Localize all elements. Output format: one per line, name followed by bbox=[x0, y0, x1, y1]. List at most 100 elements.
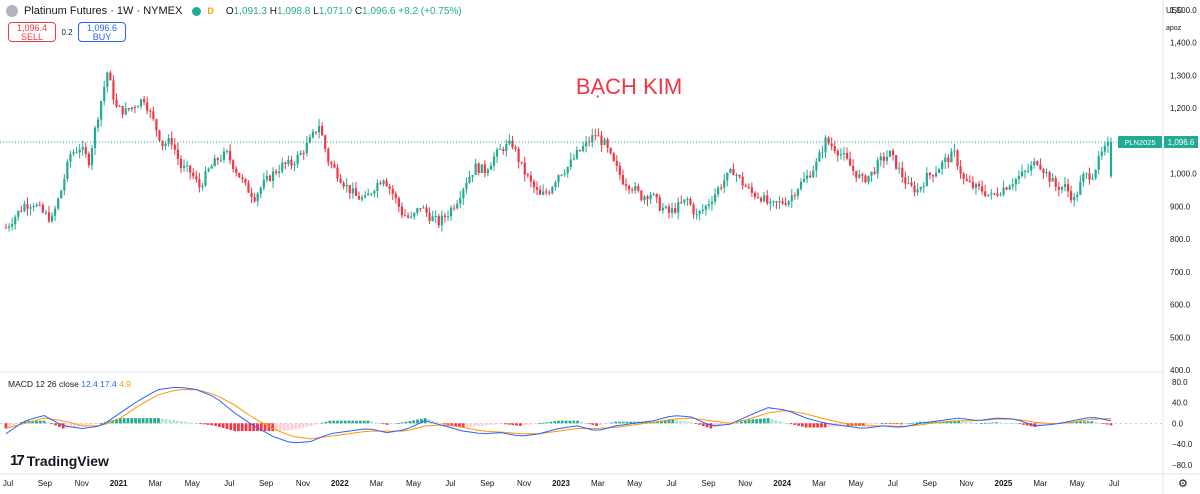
macd-tick-label: 80.0 bbox=[1172, 378, 1188, 387]
candle-body bbox=[345, 185, 348, 187]
macd-line bbox=[5, 387, 1112, 444]
candle-body bbox=[763, 195, 766, 202]
macd-histogram-bar bbox=[831, 423, 835, 427]
candle-body bbox=[965, 178, 968, 181]
time-tick-label: Mar bbox=[591, 479, 605, 488]
macd-histogram-bar bbox=[1079, 421, 1082, 424]
candle-body bbox=[916, 189, 919, 193]
candle-body bbox=[173, 144, 176, 150]
candle-body bbox=[812, 170, 815, 178]
time-tick-label: Jul bbox=[445, 479, 455, 488]
tradingview-logo[interactable]: 17 TradingView bbox=[10, 452, 109, 469]
candle-body bbox=[551, 187, 554, 194]
macd-histogram-bar bbox=[336, 420, 339, 424]
macd-histogram-bar bbox=[1014, 423, 1018, 425]
last-price-badge bbox=[1164, 136, 1198, 149]
candle-body bbox=[631, 189, 634, 191]
candle-body bbox=[919, 186, 922, 190]
gear-icon[interactable]: ⚙ bbox=[1178, 478, 1188, 490]
candle-body bbox=[342, 182, 345, 187]
candle-body bbox=[830, 143, 833, 147]
candle-body bbox=[839, 154, 842, 156]
macd-histogram-bar bbox=[656, 421, 659, 424]
candle-body bbox=[864, 175, 867, 183]
macd-histogram-bar bbox=[374, 422, 378, 424]
candle-body bbox=[106, 72, 109, 87]
candle-body bbox=[434, 215, 437, 217]
candle-body bbox=[431, 216, 434, 221]
candle-body bbox=[75, 152, 78, 154]
time-tick-label: Jul bbox=[3, 479, 13, 488]
candle-body bbox=[63, 178, 66, 191]
candle-body bbox=[489, 165, 493, 170]
macd-histogram-bar bbox=[797, 423, 800, 426]
candle-body bbox=[821, 152, 824, 154]
macd-histogram-bar bbox=[126, 418, 130, 424]
candle-body bbox=[1079, 181, 1082, 195]
macd-histogram-bar bbox=[499, 423, 503, 425]
macd-histogram-bar bbox=[858, 423, 861, 426]
sell-button[interactable]: 1,096.4 SELL bbox=[8, 22, 56, 42]
candle-body bbox=[529, 175, 532, 182]
candle-body bbox=[299, 152, 302, 155]
candle-body bbox=[953, 150, 956, 152]
candle-body bbox=[833, 146, 836, 151]
candle-body bbox=[1109, 142, 1113, 177]
macd-histogram-bar bbox=[221, 423, 225, 428]
time-tick-label: Mar bbox=[812, 479, 826, 488]
macd-histogram-bar bbox=[92, 423, 96, 425]
macd-histogram-bar bbox=[484, 423, 488, 426]
candle-body bbox=[775, 201, 778, 203]
macd-histogram-bar bbox=[271, 423, 275, 432]
macd-histogram-bar bbox=[808, 423, 812, 428]
candle-body bbox=[425, 207, 428, 213]
time-tick-label: Jul bbox=[1109, 479, 1119, 488]
delayed-data-badge: D bbox=[207, 6, 214, 16]
macd-histogram-bar bbox=[732, 423, 736, 425]
candle-body bbox=[689, 199, 692, 205]
time-tick-label: Nov bbox=[517, 479, 531, 488]
macd-histogram-bar bbox=[572, 420, 576, 424]
macd-legend[interactable]: MACD 12 26 close 12.4 17.4 4.9 bbox=[8, 379, 131, 389]
macd-histogram-bar bbox=[960, 421, 964, 424]
candle-body bbox=[554, 182, 557, 188]
candle-body bbox=[278, 171, 281, 174]
macd-histogram-bar bbox=[141, 418, 145, 424]
candle-body bbox=[1103, 145, 1106, 152]
buy-button[interactable]: 1,096.6 BUY bbox=[78, 22, 126, 42]
macd-histogram-bar bbox=[949, 421, 953, 424]
macd-histogram-bar bbox=[557, 420, 560, 424]
candle-body bbox=[29, 207, 32, 209]
candle-body bbox=[321, 126, 324, 136]
candle-body bbox=[72, 152, 75, 155]
candle-body bbox=[999, 194, 1002, 196]
macd-histogram-bar bbox=[823, 423, 827, 428]
macd-histogram-bar bbox=[309, 423, 313, 426]
price-tick-label: 400.0 bbox=[1170, 366, 1191, 375]
macd-histogram-bar bbox=[419, 418, 423, 424]
currency-selector[interactable]: USD bbox=[1166, 6, 1183, 15]
candle-body bbox=[873, 171, 876, 174]
candle-body bbox=[891, 150, 895, 156]
macd-histogram-bar bbox=[282, 423, 286, 431]
candle-body bbox=[566, 166, 569, 174]
macd-histogram-bar bbox=[839, 423, 842, 427]
candle-body bbox=[606, 139, 609, 148]
candle-body bbox=[701, 209, 704, 212]
macd-histogram-bar bbox=[477, 423, 480, 427]
time-tick-label: May bbox=[627, 479, 642, 488]
candle-body bbox=[360, 197, 364, 200]
macd-histogram-bar bbox=[812, 423, 816, 428]
candle-body bbox=[486, 169, 490, 174]
symbol-title[interactable]: Platinum Futures · 1W · NYMEX bbox=[24, 5, 183, 17]
candle-body bbox=[928, 172, 932, 176]
candle-body bbox=[308, 137, 311, 143]
candle-body bbox=[20, 210, 23, 212]
macd-histogram-bar bbox=[873, 423, 877, 425]
macd-histogram-bar bbox=[968, 422, 972, 424]
scale-mode[interactable]: apoz bbox=[1166, 25, 1182, 32]
candle-body bbox=[514, 147, 517, 149]
candle-body bbox=[1011, 184, 1014, 187]
candle-body bbox=[176, 149, 179, 159]
